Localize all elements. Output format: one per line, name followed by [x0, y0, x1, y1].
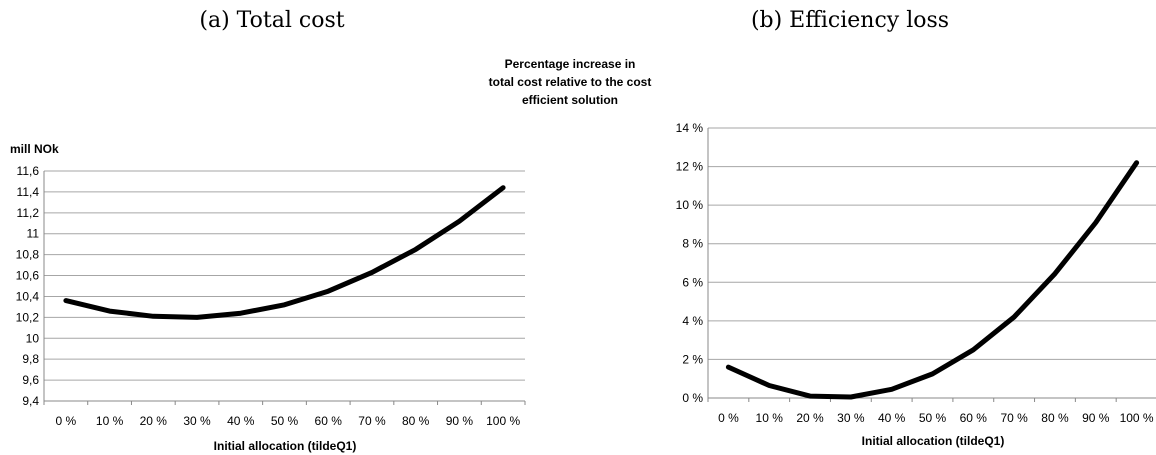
x-tick-label: 0 % — [718, 411, 739, 425]
caption-efficiency-loss: (b) Efficiency loss — [750, 8, 950, 33]
x-tick-label: 60 % — [960, 411, 988, 425]
y-tick-label: 11,2 — [17, 206, 40, 220]
x-tick-label: 100 % — [1120, 411, 1154, 425]
x-tick-label: 70 % — [1000, 411, 1028, 425]
x-tick-label: 30 % — [837, 411, 865, 425]
y-tick-label: 11 — [27, 227, 40, 241]
x-tick-label: 80 % — [1041, 411, 1069, 425]
x-tick-label: 100 % — [486, 414, 520, 428]
x-tick-label: 10 % — [756, 411, 784, 425]
x-tick-label: 20 % — [140, 414, 168, 428]
y-tick-label: 10,8 — [16, 248, 40, 262]
y-tick-label: 11,6 — [17, 164, 40, 178]
y-tick-label: 10,2 — [16, 310, 40, 324]
y-tick-label: 2 % — [682, 352, 703, 366]
x-tick-label: 30 % — [183, 414, 211, 428]
x-axis-label: Initial allocation (tildeQ1) — [862, 434, 1005, 448]
y-axis-label-line-2: total cost relative to the cost — [489, 75, 652, 89]
y-tick-label: 0 % — [682, 391, 703, 405]
y-tick-label: 14 % — [676, 121, 704, 135]
caption-total-cost: (a) Total cost — [199, 8, 345, 33]
series-line-total-cost — [63, 185, 506, 320]
x-tick-label: 0 % — [56, 414, 77, 428]
x-tick-label: 90 % — [1082, 411, 1110, 425]
y-tick-label: 9,6 — [22, 373, 39, 387]
y-axis-label-line-3: efficient solution — [522, 93, 618, 107]
y-tick-label: 9,4 — [22, 394, 39, 408]
y-tick-label: 6 % — [682, 275, 703, 289]
x-tick-label: 80 % — [402, 414, 430, 428]
y-tick-label: 10 % — [676, 198, 704, 212]
chart-efficiency-loss: Percentage increase in total cost relati… — [489, 57, 1156, 448]
series-line-efficiency-loss — [725, 160, 1140, 400]
y-tick-label: 11,4 — [17, 185, 40, 199]
x-tick-label: 50 % — [919, 411, 947, 425]
x-tick-label: 10 % — [96, 414, 124, 428]
y-tick-label: 10,6 — [16, 269, 40, 283]
x-axis-label: Initial allocation (tildeQ1) — [214, 439, 357, 453]
x-tick-label: 90 % — [446, 414, 474, 428]
x-tick-label: 40 % — [878, 411, 906, 425]
x-tick-label: 40 % — [227, 414, 255, 428]
y-tick-label: 9,8 — [22, 352, 39, 366]
y-axis-label: mill NOk — [10, 142, 59, 156]
x-tick-label: 60 % — [315, 414, 343, 428]
y-tick-label: 4 % — [682, 314, 703, 328]
x-tick-label: 20 % — [796, 411, 824, 425]
x-tick-label: 70 % — [358, 414, 386, 428]
x-tick-label: 50 % — [271, 414, 299, 428]
y-tick-label: 8 % — [682, 237, 703, 251]
y-tick-label: 10,4 — [16, 289, 40, 303]
chart-total-cost: mill NOk 11,6 11,4 11,2 11 10,8 10,6 10,4 10,2 1… — [10, 142, 526, 453]
y-tick-label: 10 — [26, 331, 40, 345]
y-axis-label-line-1: Percentage increase in — [505, 57, 636, 71]
y-tick-label: 12 % — [676, 160, 704, 174]
